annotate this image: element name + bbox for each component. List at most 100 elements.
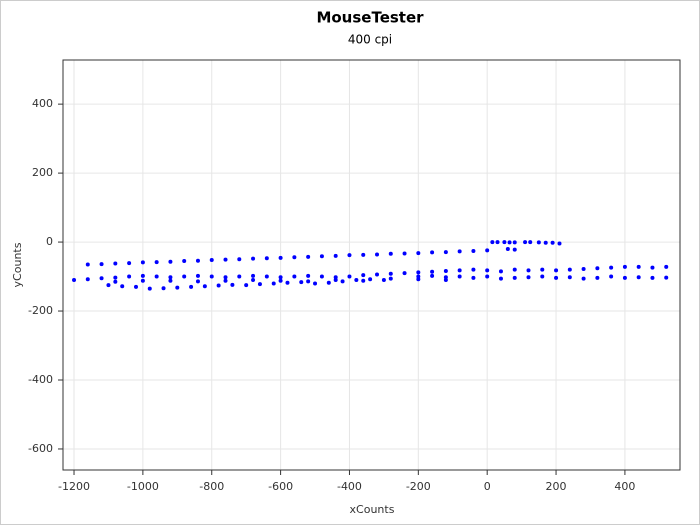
point (278, 278, 283, 283)
point (567, 275, 572, 280)
point (195, 273, 200, 278)
point (195, 258, 200, 263)
point (306, 273, 311, 278)
point (402, 271, 407, 276)
point (443, 269, 448, 274)
plot-border (62, 59, 681, 471)
point (512, 240, 517, 245)
point (402, 251, 407, 256)
point (502, 240, 507, 245)
point (230, 282, 235, 287)
point (292, 255, 297, 260)
point (354, 278, 359, 282)
point (430, 273, 435, 278)
point (189, 284, 194, 289)
point (375, 272, 380, 277)
x-tick-label: -1200 (58, 480, 90, 493)
x-tick-label: -800 (199, 480, 224, 493)
point (512, 275, 517, 280)
point (182, 259, 187, 264)
point (581, 276, 586, 281)
point (264, 274, 269, 279)
point (140, 278, 145, 283)
chart-subtitle: 400 cpi (348, 33, 392, 47)
point (133, 284, 138, 289)
point (347, 253, 352, 258)
point (430, 250, 435, 255)
point (471, 249, 476, 254)
point (257, 282, 262, 287)
point (251, 273, 256, 278)
chart-title: MouseTester (316, 9, 424, 27)
point (664, 275, 669, 280)
point (326, 280, 331, 285)
point (595, 275, 600, 280)
point (388, 276, 393, 281)
point (264, 256, 269, 261)
point (416, 277, 421, 282)
y-tick-label: -400 (28, 373, 53, 386)
point (99, 262, 104, 267)
point (650, 265, 655, 270)
point (526, 268, 531, 273)
point (543, 240, 548, 245)
point (154, 260, 159, 265)
point (361, 273, 366, 278)
point (202, 284, 207, 289)
point (512, 267, 517, 272)
point (278, 255, 283, 260)
point (168, 278, 173, 283)
point (127, 261, 132, 266)
point (99, 276, 104, 281)
point (416, 274, 421, 279)
point (595, 266, 600, 271)
point (457, 268, 462, 273)
point (498, 269, 503, 274)
point (523, 240, 528, 245)
point (609, 265, 614, 270)
point (161, 286, 166, 291)
point (223, 278, 228, 283)
point (251, 256, 256, 261)
point (622, 264, 627, 269)
y-tick-label: -200 (28, 304, 53, 317)
point (457, 274, 462, 279)
point (416, 251, 421, 256)
point (113, 275, 118, 280)
point (388, 271, 393, 276)
point (85, 262, 90, 267)
point (361, 252, 366, 257)
point (485, 274, 490, 279)
point (127, 274, 132, 279)
point (237, 274, 242, 279)
point (381, 278, 386, 282)
point (581, 266, 586, 271)
point (85, 277, 90, 282)
point (471, 267, 476, 272)
x-tick-label: 0 (484, 480, 491, 493)
point (550, 240, 555, 245)
point (313, 281, 318, 286)
point (536, 240, 541, 245)
point (375, 252, 380, 257)
point (223, 275, 228, 280)
point (244, 283, 249, 288)
point (333, 278, 338, 282)
point (140, 273, 145, 278)
point (430, 269, 435, 274)
point (512, 247, 517, 252)
point (251, 278, 256, 282)
point (554, 268, 559, 273)
y-tick-label: 200 (32, 166, 53, 179)
point (182, 274, 187, 279)
point (495, 240, 500, 245)
x-tick-label: 200 (546, 480, 567, 493)
point (120, 284, 125, 289)
x-tick-label: 400 (614, 480, 635, 493)
point (278, 275, 283, 280)
point (299, 280, 304, 285)
point (72, 278, 77, 282)
x-axis-label: xCounts (350, 503, 395, 516)
point (147, 286, 152, 291)
